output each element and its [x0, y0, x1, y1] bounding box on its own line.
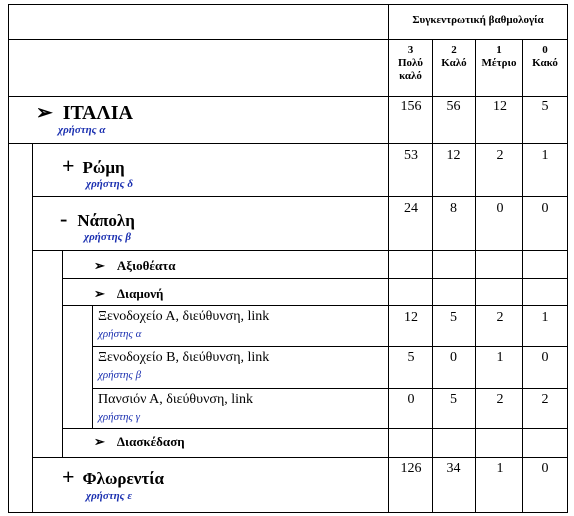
- rating-value-cell: 12: [493, 99, 507, 114]
- row-axiotheata[interactable]: ➢ Αξιοθέατα: [94, 257, 175, 275]
- arrow-icon: ➢: [94, 286, 105, 301]
- rating-value-cell: 0: [407, 392, 415, 407]
- col-header-very-good: 3 Πολύ καλό: [397, 44, 423, 82]
- rating-value-cell: 12: [404, 310, 418, 325]
- col-header-good: 2 Καλό: [441, 44, 467, 69]
- rating-value-cell: 156: [400, 99, 422, 114]
- collapse-icon[interactable]: -: [60, 206, 68, 231]
- row-title: Αξιοθέατα: [116, 258, 176, 273]
- rating-value-cell: 5: [450, 392, 457, 407]
- summary-rating-title: Συγκεντρωτική βαθμολογία: [412, 14, 544, 26]
- arrow-icon: ➢: [94, 434, 105, 449]
- col-header-bad: 0 Κακό: [532, 44, 558, 69]
- rating-value-cell: 1: [541, 310, 549, 325]
- row-title: Διαμονή: [116, 286, 164, 301]
- rating-value-cell: 1: [496, 350, 504, 365]
- rating-value-cell: 53: [404, 148, 418, 163]
- rating-value-cell: 0: [541, 201, 549, 216]
- row-title: ΙΤΑΛΙΑ: [62, 102, 133, 124]
- rating-value-cell: 5: [407, 350, 415, 365]
- row-user[interactable]: χρήστης γ: [98, 411, 140, 423]
- rating-value-cell: 56: [446, 99, 461, 114]
- row-user[interactable]: χρήστης ε: [86, 490, 132, 502]
- expand-icon[interactable]: +: [62, 464, 75, 489]
- rating-value-cell: 5: [450, 310, 457, 325]
- col-header-average: 1 Μέτριο: [481, 44, 517, 69]
- rating-value-cell: 126: [400, 461, 422, 476]
- row-hotel-a[interactable]: Ξενοδοχείο Α, διεύθυνση, link: [98, 309, 270, 324]
- row-florentia[interactable]: + Φλωρεντία: [62, 464, 164, 490]
- rating-value-cell: 1: [496, 461, 504, 476]
- rating-value-cell: 0: [541, 461, 549, 476]
- row-title: Ρώμη: [82, 158, 125, 177]
- rating-value-cell: 2: [496, 392, 504, 407]
- rating-value-cell: 0: [450, 350, 457, 365]
- rating-value-cell: 2: [496, 310, 504, 325]
- row-pension-a[interactable]: Πανσιόν Α, διεύθυνση, link: [98, 392, 254, 407]
- row-user[interactable]: χρήστης β: [84, 231, 131, 243]
- row-italia[interactable]: ➢ ΙΤΑΛΙΑ: [36, 100, 133, 125]
- row-user[interactable]: χρήστης β: [98, 369, 142, 381]
- row-title: Νάπολη: [77, 211, 135, 230]
- rating-value-cell: 0: [496, 201, 504, 216]
- row-title: Φλωρεντία: [82, 469, 164, 488]
- rating-value-cell: 24: [404, 201, 418, 216]
- arrow-icon: ➢: [36, 102, 53, 124]
- rating-value-cell: 34: [446, 461, 461, 476]
- rating-value-cell: 1: [541, 148, 549, 163]
- rating-value-cell: 0: [541, 350, 549, 365]
- row-user[interactable]: χρήστης α: [98, 328, 142, 340]
- row-napoli[interactable]: - Νάπολη: [60, 206, 135, 232]
- rating-value-cell: 8: [450, 201, 457, 216]
- row-user[interactable]: χρήστης δ: [86, 178, 133, 190]
- row-title: Διασκέδαση: [116, 434, 185, 449]
- row-romi[interactable]: + Ρώμη: [62, 153, 125, 179]
- row-diamoni[interactable]: ➢ Διαμονή: [94, 285, 163, 303]
- rating-value-cell: 12: [446, 148, 461, 163]
- rating-value-cell: 2: [541, 392, 549, 407]
- row-hotel-b[interactable]: Ξενοδοχείο Β, διεύθυνση, link: [98, 350, 270, 365]
- arrow-icon: ➢: [94, 258, 105, 273]
- row-diaskedasi[interactable]: ➢ Διασκέδαση: [94, 433, 185, 451]
- rating-value-cell: 2: [496, 148, 504, 163]
- expand-icon[interactable]: +: [62, 153, 75, 178]
- row-user[interactable]: χρήστης α: [58, 124, 106, 136]
- rating-value-cell: 5: [541, 99, 549, 114]
